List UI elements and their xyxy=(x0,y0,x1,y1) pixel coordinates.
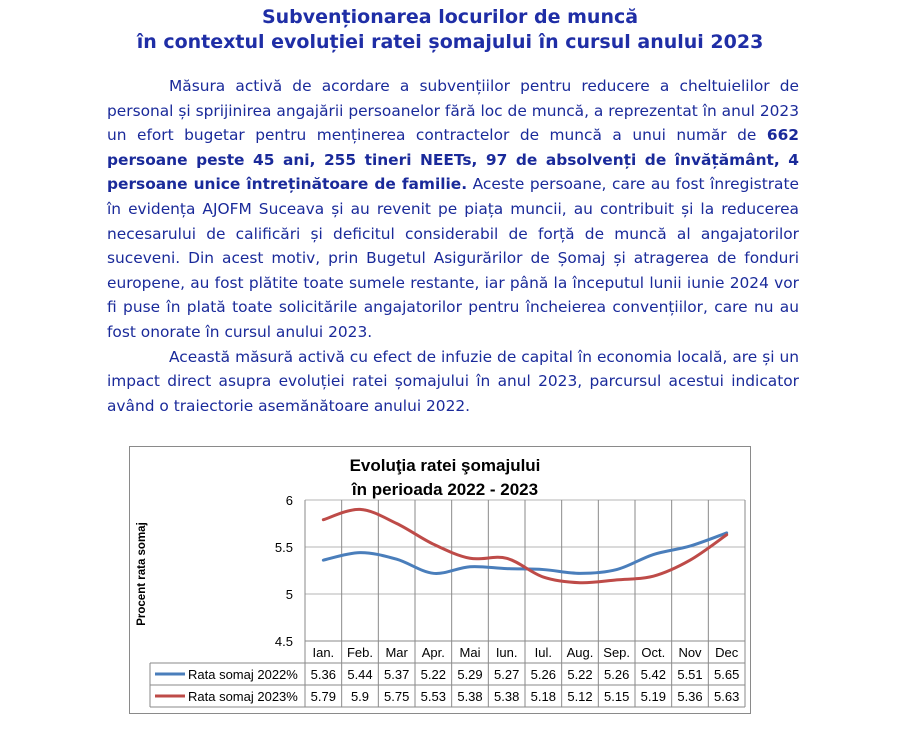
x-tick-label: Apr. xyxy=(422,645,445,660)
x-tick-label: Sep. xyxy=(603,645,630,660)
data-label: 5.51 xyxy=(677,667,702,682)
data-label: 5.15 xyxy=(604,689,629,704)
data-label: 5.53 xyxy=(421,689,446,704)
data-label: 5.75 xyxy=(384,689,409,704)
y-tick-label: 4.5 xyxy=(275,634,293,649)
series-line-2 xyxy=(321,507,729,585)
x-tick-label: Mai xyxy=(460,645,481,660)
chart-title-line-1: Evoluţia ratei şomajului xyxy=(350,456,541,475)
chart-svg: Evoluţia ratei şomajului în perioada 202… xyxy=(136,456,746,708)
data-label: 5.29 xyxy=(457,667,482,682)
legend-label: Rata somaj 2023% xyxy=(188,689,298,704)
data-label: 5.63 xyxy=(714,689,739,704)
data-label: 5.79 xyxy=(311,689,336,704)
data-label: 5.38 xyxy=(457,689,482,704)
data-label: 5.22 xyxy=(567,667,592,682)
y-tick-label: 6 xyxy=(286,493,293,508)
data-label: 5.38 xyxy=(494,689,519,704)
page-subtitle: în contextul evoluției ratei șomajului î… xyxy=(136,31,764,53)
paragraph-1: Măsura activă de acordare a subvențiilor… xyxy=(107,74,799,345)
page-title: Subvenționarea locurilor de muncă xyxy=(261,6,639,28)
chart-title-line-2: în perioada 2022 - 2023 xyxy=(351,480,538,499)
data-label: 5.65 xyxy=(714,667,739,682)
paragraph-2: Această măsură activă cu efect de infuzi… xyxy=(107,347,799,415)
series-layer xyxy=(321,507,729,585)
y-tick-label: 5.5 xyxy=(275,540,293,555)
data-label: 5.44 xyxy=(347,667,372,682)
y-axis-label: Procent rata somaj xyxy=(136,522,148,626)
data-label: 5.36 xyxy=(311,667,336,682)
data-label: 5.36 xyxy=(677,689,702,704)
data-label: 5.37 xyxy=(384,667,409,682)
data-table: Ian. Feb. Mar Apr. Mai Iun. Iul. Aug. Sep. Oct. No… xyxy=(149,500,746,708)
paragraph-1-part-2: Aceste persoane, care au fost înregistra… xyxy=(107,175,799,341)
x-tick-label: Dec xyxy=(715,645,739,660)
data-label: 5.27 xyxy=(494,667,519,682)
x-tick-label: Oct. xyxy=(641,645,665,660)
x-tick-label: Aug. xyxy=(567,645,594,660)
data-label: 5.22 xyxy=(421,667,446,682)
paragraph-1-part-1: Măsura activă de acordare a subvențiilor… xyxy=(107,77,799,145)
body-text: Măsura activă de acordare a subvențiilor… xyxy=(107,74,799,418)
x-tick-label: Feb. xyxy=(347,645,373,660)
x-tick-label: Ian. xyxy=(312,645,334,660)
data-label: 5.26 xyxy=(531,667,556,682)
unemployment-chart: Evoluţia ratei şomajului în perioada 202… xyxy=(129,446,751,714)
data-label: 5.9 xyxy=(351,689,369,704)
y-tick-label: 5 xyxy=(286,587,293,602)
paragraph-1-bold: 662 persoane peste 45 ani, 255 tineri NE… xyxy=(107,126,799,194)
data-label: 5.26 xyxy=(604,667,629,682)
x-tick-label: Mar xyxy=(385,645,408,660)
data-label: 5.12 xyxy=(567,689,592,704)
data-label: 5.19 xyxy=(641,689,666,704)
legend-label: Rata somaj 2022% xyxy=(188,667,298,682)
data-label: 5.42 xyxy=(641,667,666,682)
x-tick-label: Iul. xyxy=(535,645,552,660)
data-label: 5.18 xyxy=(531,689,556,704)
x-tick-label: Nov xyxy=(678,645,702,660)
grid-layer: 4.5 5 5.5 6 xyxy=(275,493,745,649)
x-tick-label: Iun. xyxy=(496,645,518,660)
